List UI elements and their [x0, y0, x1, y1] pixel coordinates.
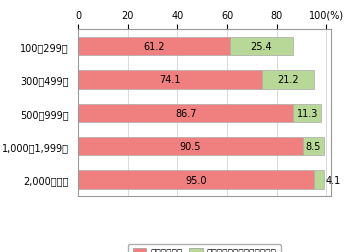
Bar [230, 38, 293, 56]
Bar [78, 38, 230, 56]
Bar [293, 104, 321, 122]
Text: 74.1: 74.1 [159, 75, 181, 85]
Text: 8.5: 8.5 [305, 142, 321, 152]
Text: 95.0: 95.0 [185, 175, 207, 185]
Text: 11.3: 11.3 [297, 108, 318, 118]
Text: 21.2: 21.2 [277, 75, 299, 85]
Bar [303, 138, 324, 156]
Bar [78, 171, 314, 189]
Text: 61.2: 61.2 [143, 42, 165, 52]
Bar [78, 71, 262, 89]
Text: 4.1: 4.1 [325, 175, 340, 185]
Text: 90.5: 90.5 [180, 142, 201, 152]
Bar [78, 104, 293, 122]
Bar [314, 171, 324, 189]
Text: 25.4: 25.4 [251, 42, 272, 52]
Legend: 全社的に構築, 一部の事業所又は部門で構築: 全社的に構築, 一部の事業所又は部門で構築 [129, 244, 281, 252]
Bar [78, 138, 303, 156]
Bar [262, 71, 314, 89]
Text: 86.7: 86.7 [175, 108, 197, 118]
